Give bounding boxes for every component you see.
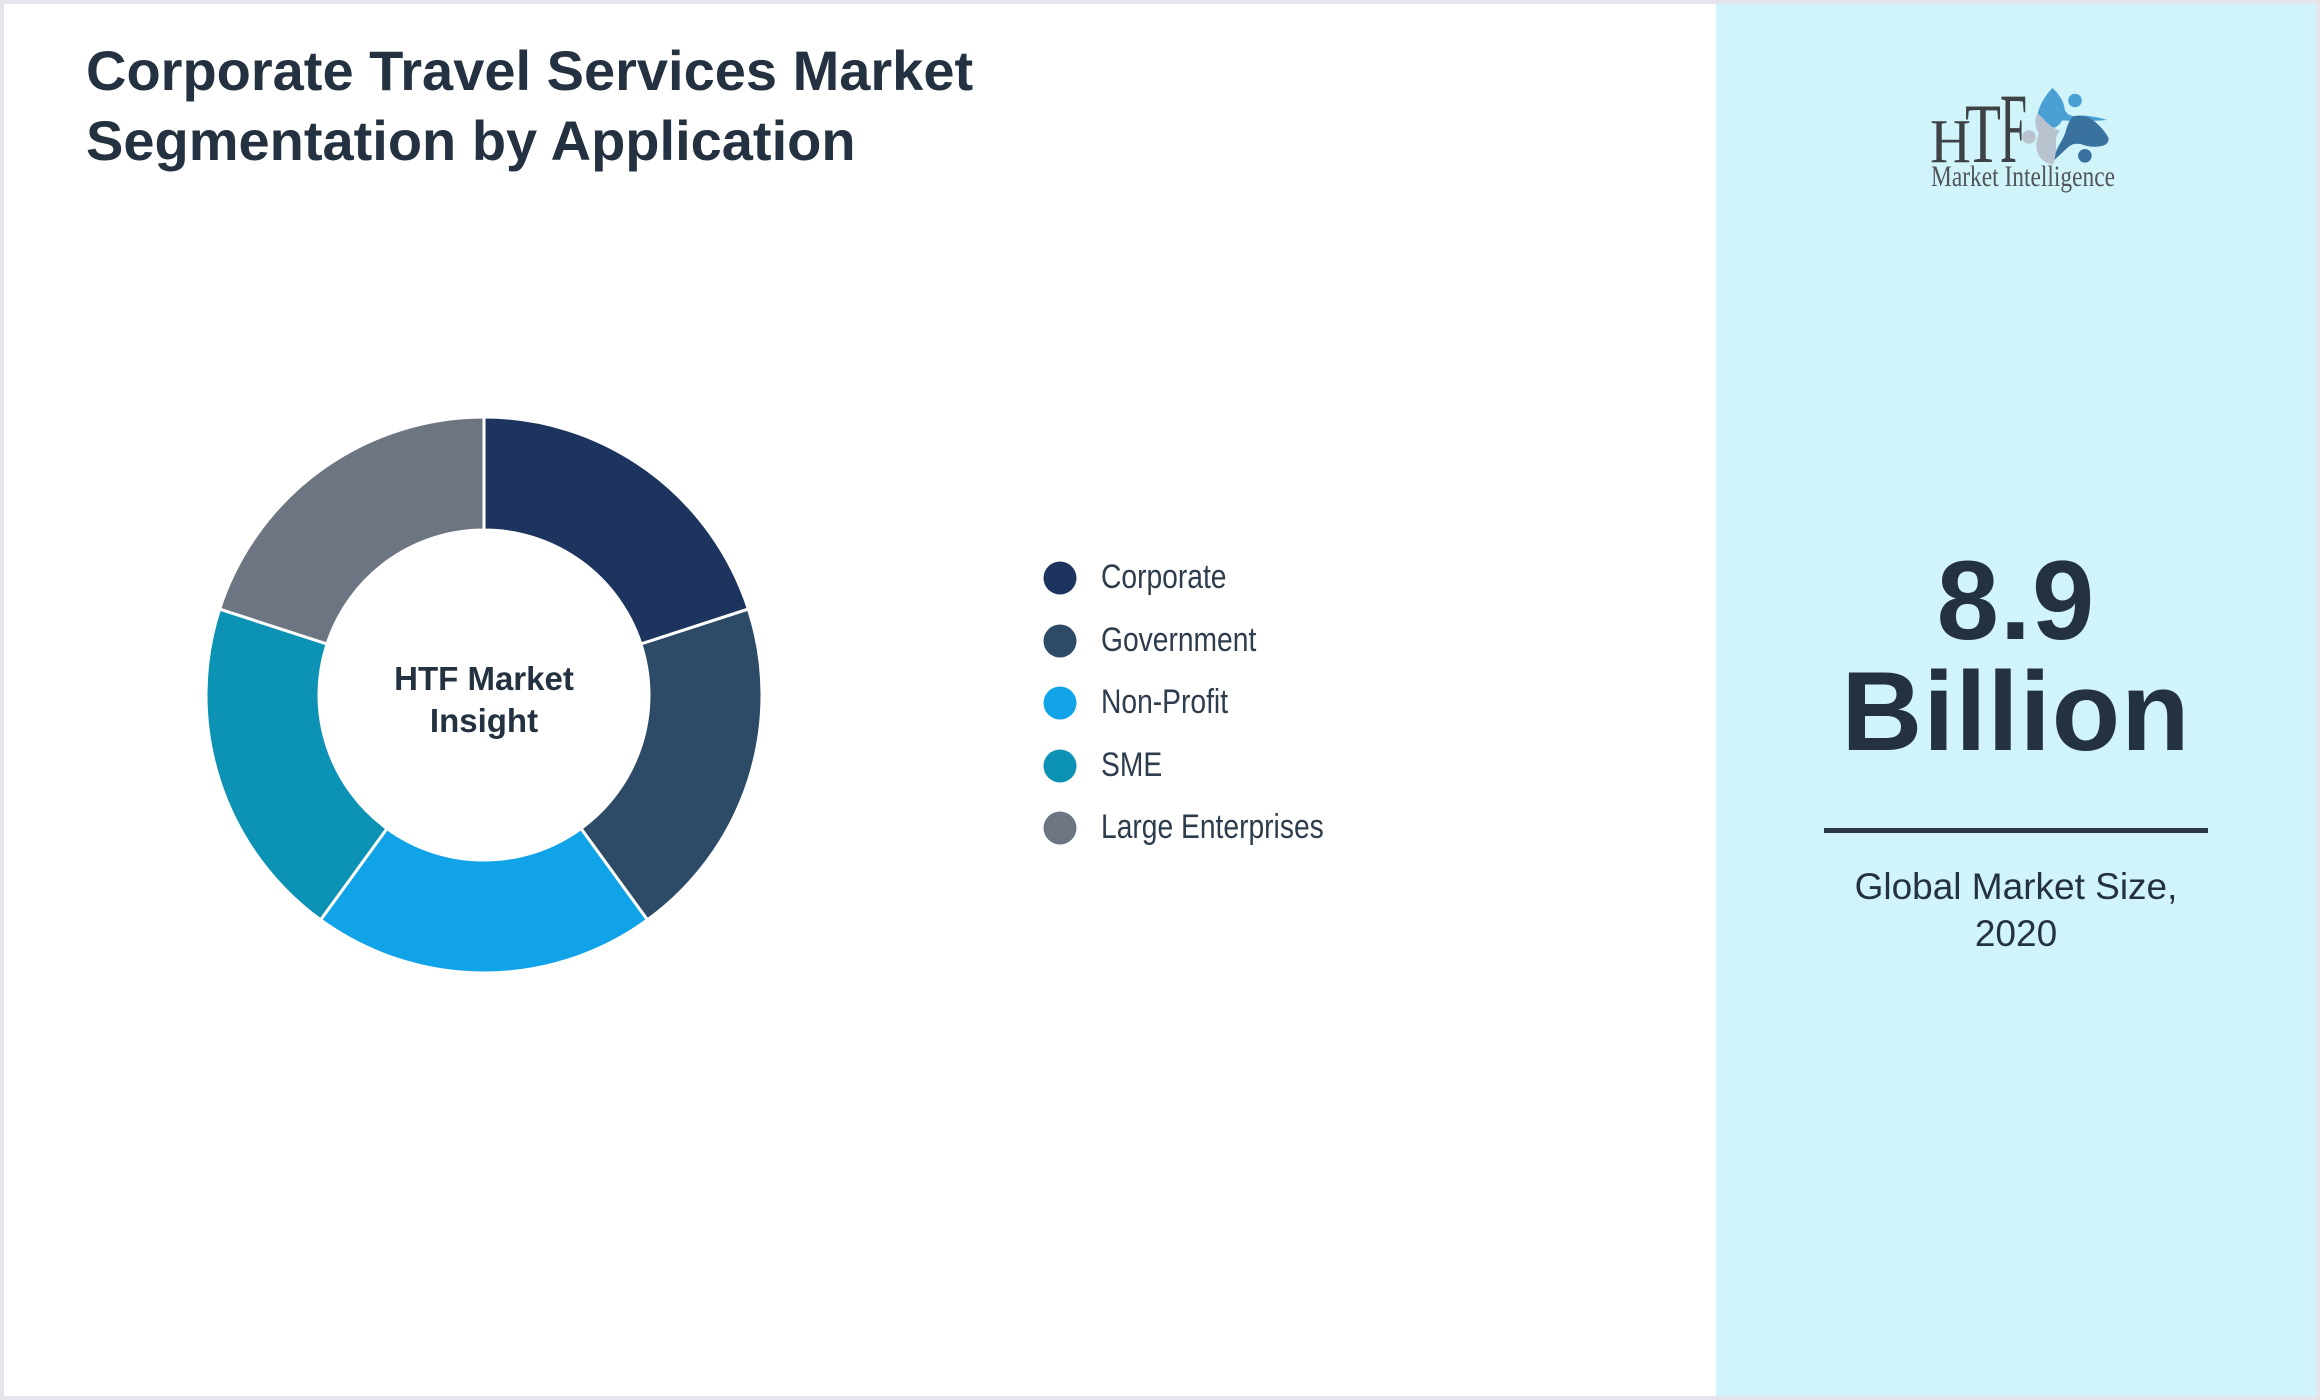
svg-text:T: T xyxy=(1965,87,2001,181)
svg-text:F: F xyxy=(2000,78,2027,184)
svg-text:H: H xyxy=(1930,108,1971,176)
svg-text:Market Intelligence: Market Intelligence xyxy=(1931,160,2115,193)
